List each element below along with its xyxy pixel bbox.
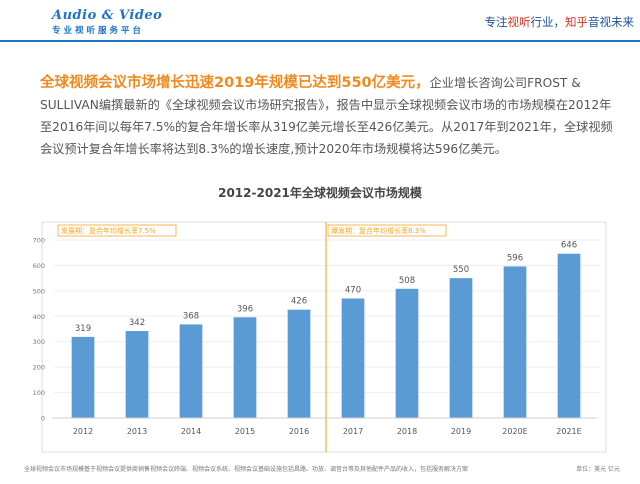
annotation-box — [57, 224, 177, 237]
chart-title: 2012-2021年全球视频会议市场规模 — [218, 186, 422, 200]
logo-wordmark: Audio & Video — [52, 8, 163, 23]
x-tick-label: 2019 — [451, 427, 471, 436]
data-label: 646 — [561, 241, 577, 251]
tagline-suffix: 音视未来 — [588, 15, 634, 29]
data-label: 596 — [507, 253, 523, 263]
bar-2019 — [449, 278, 473, 418]
y-tick-label: 700 — [33, 237, 45, 245]
x-tick-label: 2016 — [289, 427, 309, 436]
x-tick-label: 2013 — [127, 427, 147, 436]
data-label: 470 — [345, 285, 361, 295]
bar-2012 — [71, 336, 95, 418]
bar-2016 — [287, 309, 311, 418]
intro-body: 企业增长咨询公司FROST & SULLIVAN编撰最新的《全球视频会议市场研究… — [40, 76, 613, 156]
annotation-label: 爆发期：复合年均增长率8.3% — [331, 226, 426, 235]
y-tick-label: 500 — [33, 287, 45, 295]
x-tick-label: 2012 — [73, 427, 93, 436]
data-label: 550 — [453, 265, 469, 275]
tagline-middle: 行业， — [530, 15, 566, 29]
y-tick-label: 300 — [33, 338, 45, 346]
brand-logo[interactable]: Audio & Video 专业视听服务平台 — [52, 8, 182, 36]
bar-2018 — [395, 288, 419, 418]
bar-2013 — [125, 331, 149, 418]
header: Audio & Video 专业视听服务平台 专注视听行业，知乎音视未来 — [0, 0, 640, 44]
bar-2015 — [233, 317, 257, 418]
chart-unit: 单位：美元 亿元 — [576, 466, 620, 473]
logo-subtitle: 专业视听服务平台 — [52, 26, 145, 36]
y-tick-label: 100 — [33, 389, 45, 397]
bar-2017 — [341, 298, 365, 418]
data-label: 508 — [399, 276, 415, 286]
y-tick-label: 0 — [41, 415, 45, 423]
annotation-box — [327, 224, 447, 237]
data-label: 396 — [237, 304, 253, 314]
bar-2021E — [557, 253, 581, 418]
tagline-highlight-2: 知乎 — [565, 15, 588, 29]
data-label: 342 — [129, 318, 145, 328]
y-tick-label: 600 — [33, 262, 45, 270]
annotation-label: 发展期：复合年均增长率7.5% — [61, 226, 156, 235]
x-tick-label: 2017 — [343, 427, 363, 436]
x-tick-label: 2020E — [502, 427, 527, 436]
tagline-prefix: 专注 — [484, 15, 508, 29]
x-tick-label: 2018 — [397, 427, 417, 436]
x-tick-label: 2015 — [235, 427, 255, 436]
bar-2014 — [179, 324, 203, 418]
x-tick-label: 2014 — [181, 427, 201, 436]
header-divider — [0, 40, 640, 42]
intro-headline: 全球视频会议市场增长迅速2019年规模已达到550亿美元， — [40, 75, 430, 91]
data-label: 368 — [183, 311, 199, 321]
y-tick-label: 200 — [33, 364, 45, 372]
x-tick-label: 2021E — [556, 427, 581, 436]
intro-paragraph: 全球视频会议市场增长迅速2019年规模已达到550亿美元，企业增长咨询公司FRO… — [40, 72, 615, 160]
data-label: 426 — [291, 297, 307, 307]
data-label: 319 — [75, 324, 91, 334]
bar-2020E — [503, 266, 527, 418]
chart-footnote: 全球视频会议市场规模基于视频会议提供商销售视频会议终端、视频会议系统、视频会议基… — [24, 466, 469, 473]
tagline: 专注视听行业，知乎音视未来 — [485, 14, 635, 30]
y-tick-label: 400 — [33, 313, 45, 321]
plot-frame — [41, 221, 607, 453]
tagline-highlight-1: 视听 — [507, 15, 531, 29]
